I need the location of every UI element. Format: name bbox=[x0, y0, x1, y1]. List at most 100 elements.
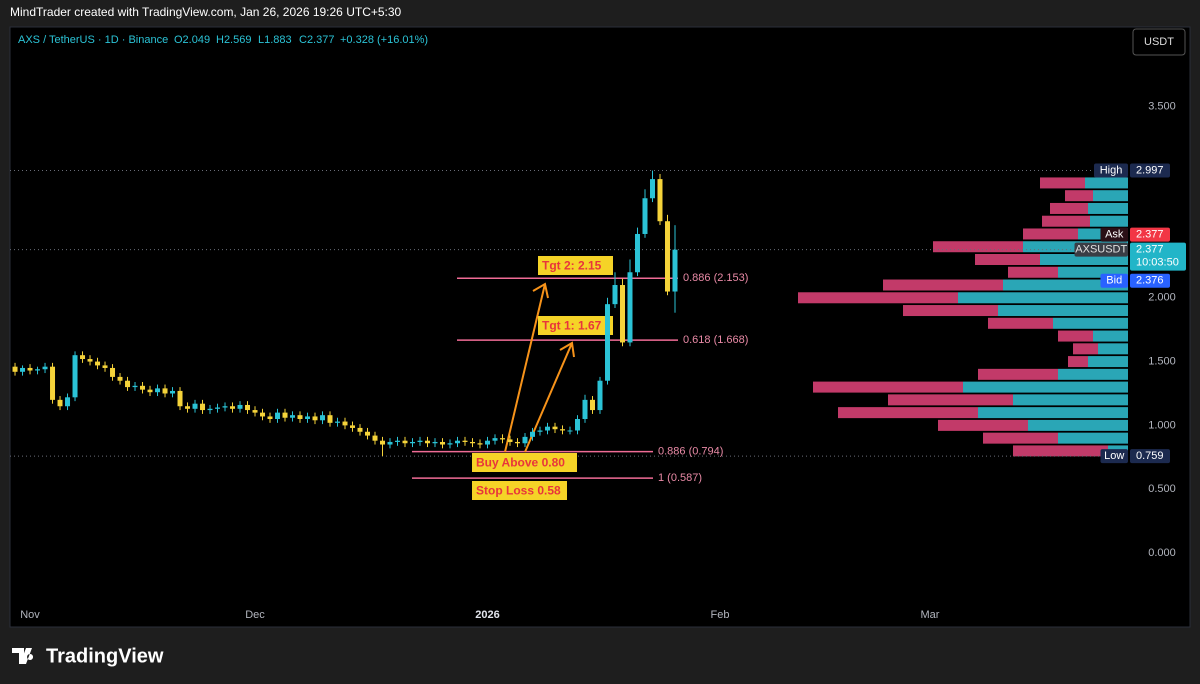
ohlc-label: L1.883 bbox=[258, 34, 292, 46]
candle-body bbox=[515, 441, 521, 444]
x-tick-label: Nov bbox=[20, 609, 40, 621]
candle-body bbox=[387, 441, 393, 445]
price-tag-value: 2.377 bbox=[1136, 244, 1164, 256]
y-tick-label: 1.000 bbox=[1148, 419, 1176, 431]
profile-sell bbox=[903, 305, 998, 317]
candle-body bbox=[365, 431, 371, 436]
candle-body bbox=[657, 179, 663, 222]
price-tag-value: 2.376 bbox=[1136, 275, 1164, 287]
profile-sell bbox=[978, 368, 1058, 380]
profile-sell bbox=[933, 241, 1023, 253]
candle-body bbox=[312, 416, 318, 421]
candle-body bbox=[147, 389, 153, 393]
profile-buy bbox=[998, 305, 1128, 317]
annotation-box bbox=[472, 453, 577, 472]
price-tag-value: 2.377 bbox=[1136, 229, 1164, 241]
fib-label: 0.618 (1.668) bbox=[683, 334, 748, 346]
candle-body bbox=[42, 366, 48, 370]
change-label: +0.328 (+16.01%) bbox=[340, 34, 428, 46]
logo-icon bbox=[12, 648, 34, 664]
price-tag-value: 0.759 bbox=[1136, 450, 1164, 462]
candle-body bbox=[342, 421, 348, 426]
fib-label: 0.886 (2.153) bbox=[683, 272, 748, 284]
profile-sell bbox=[1068, 356, 1088, 368]
profile-sell bbox=[798, 292, 958, 304]
profile-sell bbox=[813, 381, 963, 393]
y-tick-label: 1.500 bbox=[1148, 355, 1176, 367]
profile-buy bbox=[1058, 368, 1128, 380]
candle-body bbox=[305, 416, 311, 420]
candle-body bbox=[260, 412, 266, 417]
candle-body bbox=[612, 285, 618, 305]
profile-buy bbox=[958, 292, 1128, 304]
candle-body bbox=[350, 425, 356, 428]
candle-body bbox=[177, 390, 183, 407]
candle-body bbox=[649, 179, 655, 199]
candle-body bbox=[282, 412, 288, 418]
profile-sell bbox=[1040, 177, 1085, 189]
profile-sell bbox=[883, 279, 1003, 291]
candle-body bbox=[530, 431, 536, 437]
candle-body bbox=[207, 408, 213, 411]
candle-body bbox=[80, 355, 86, 360]
annotation-text: Stop Loss 0.58 bbox=[476, 484, 561, 498]
fib-label: 0.886 (0.794) bbox=[658, 446, 723, 458]
annotation-text: Tgt 2: 2.15 bbox=[542, 259, 602, 273]
currency-button[interactable] bbox=[1132, 28, 1186, 56]
candle-body bbox=[65, 397, 71, 407]
candle-body bbox=[170, 390, 176, 394]
price-tag-label: AXSUSDT bbox=[1075, 244, 1127, 256]
profile-buy bbox=[1098, 343, 1128, 355]
profile-buy bbox=[1088, 202, 1128, 214]
arrow-head bbox=[532, 282, 549, 299]
price-tag-value-box bbox=[1130, 449, 1170, 464]
profile-sell bbox=[1050, 202, 1088, 214]
candle-body bbox=[470, 441, 476, 444]
candle-body bbox=[440, 441, 446, 445]
price-tag-label-box bbox=[1100, 273, 1128, 288]
profile-buy bbox=[1003, 279, 1128, 291]
price-tag-value-box bbox=[1130, 163, 1170, 178]
profile-sell bbox=[1023, 228, 1078, 240]
candle-body bbox=[455, 440, 461, 444]
x-tick-label: Feb bbox=[711, 609, 730, 621]
annotation-box bbox=[538, 256, 613, 275]
arrow bbox=[504, 283, 546, 453]
candle-body bbox=[72, 355, 78, 398]
y-tick-label: 0.000 bbox=[1148, 547, 1176, 559]
candle-body bbox=[320, 415, 326, 421]
candle-body bbox=[102, 365, 108, 368]
price-tag-label: Ask bbox=[1105, 229, 1124, 241]
y-tick-label: 2.000 bbox=[1148, 292, 1176, 304]
candle-body bbox=[132, 385, 138, 388]
candle-body bbox=[552, 426, 558, 430]
candle-body bbox=[634, 233, 640, 273]
annotation-text: Tgt 1: 1.67 bbox=[542, 319, 602, 333]
candle-body bbox=[297, 415, 303, 420]
candle-body bbox=[402, 440, 408, 444]
profile-buy bbox=[1040, 253, 1128, 265]
candle-body bbox=[57, 399, 63, 407]
brand: TradingView bbox=[46, 645, 164, 667]
candle-body bbox=[597, 380, 603, 411]
candle-body bbox=[500, 438, 506, 440]
currency-button-label[interactable]: USDT bbox=[1144, 36, 1174, 48]
candle-body bbox=[50, 366, 56, 400]
profile-buy bbox=[1028, 419, 1128, 431]
candle-body bbox=[619, 285, 625, 343]
price-tag-label: Bid bbox=[1106, 275, 1122, 287]
candle-body bbox=[589, 399, 595, 411]
candle-body bbox=[125, 380, 131, 388]
candle-body bbox=[117, 376, 123, 381]
price-tag-label-box bbox=[1094, 163, 1128, 178]
candle-body bbox=[492, 438, 498, 441]
y-tick-label: 3.500 bbox=[1148, 100, 1176, 112]
candle-body bbox=[252, 410, 258, 413]
ohlc-label: O2.049 bbox=[174, 34, 210, 46]
candle-body bbox=[567, 430, 573, 432]
candle-body bbox=[425, 440, 431, 444]
profile-sell bbox=[975, 253, 1040, 265]
profile-buy bbox=[978, 407, 1128, 419]
candle-body bbox=[215, 407, 221, 409]
candle-body bbox=[545, 426, 551, 431]
